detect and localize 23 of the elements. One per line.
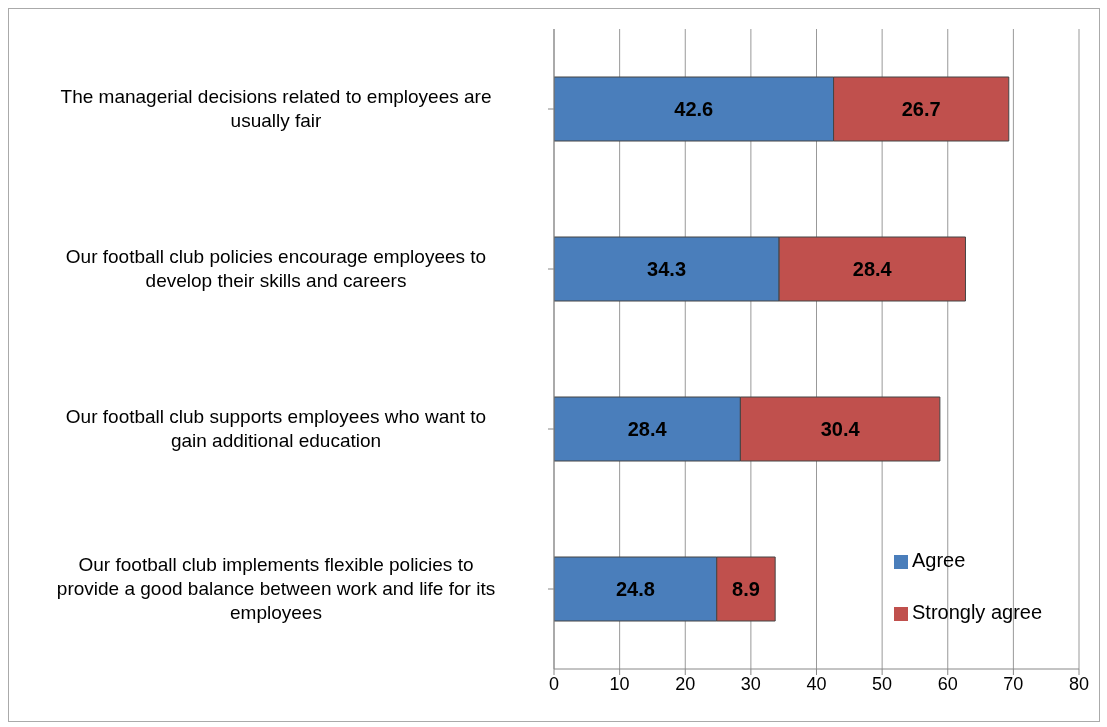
data-label: 8.9 [732,578,760,601]
x-tick-label: 40 [806,673,827,694]
data-label: 24.8 [615,578,655,601]
x-tick-label: 80 [1068,673,1090,694]
data-label: 34.3 [647,258,687,281]
x-tick-label: 0 [548,673,560,694]
data-label: 30.4 [820,418,861,441]
x-tick-label: 30 [740,673,761,694]
x-tick-label: 20 [675,673,696,694]
y-tick-label: Our football club policies encourage employees to develop their skills and careers [65,246,487,291]
data-label: 28.4 [852,258,893,281]
x-tick-label: 60 [937,673,958,694]
data-label: 28.4 [627,418,668,441]
data-label: 26.7 [901,98,941,121]
y-tick-label: The managerial decisions related to employees are usually fair [60,86,492,131]
y-tick-label: Our football club supports employees who want to gain additional education [65,406,487,451]
data-label: 42.6 [674,98,714,121]
legend-label: Agree [912,549,966,571]
y-tick-label: Our football club implements flexible policies to provide a good balance between work and life for its employees [56,554,496,623]
x-tick-label: 10 [609,673,630,694]
x-tick-label: 50 [872,673,893,694]
x-tick-label: 70 [1003,673,1024,694]
legend-label: Strongly agree [912,601,1043,623]
